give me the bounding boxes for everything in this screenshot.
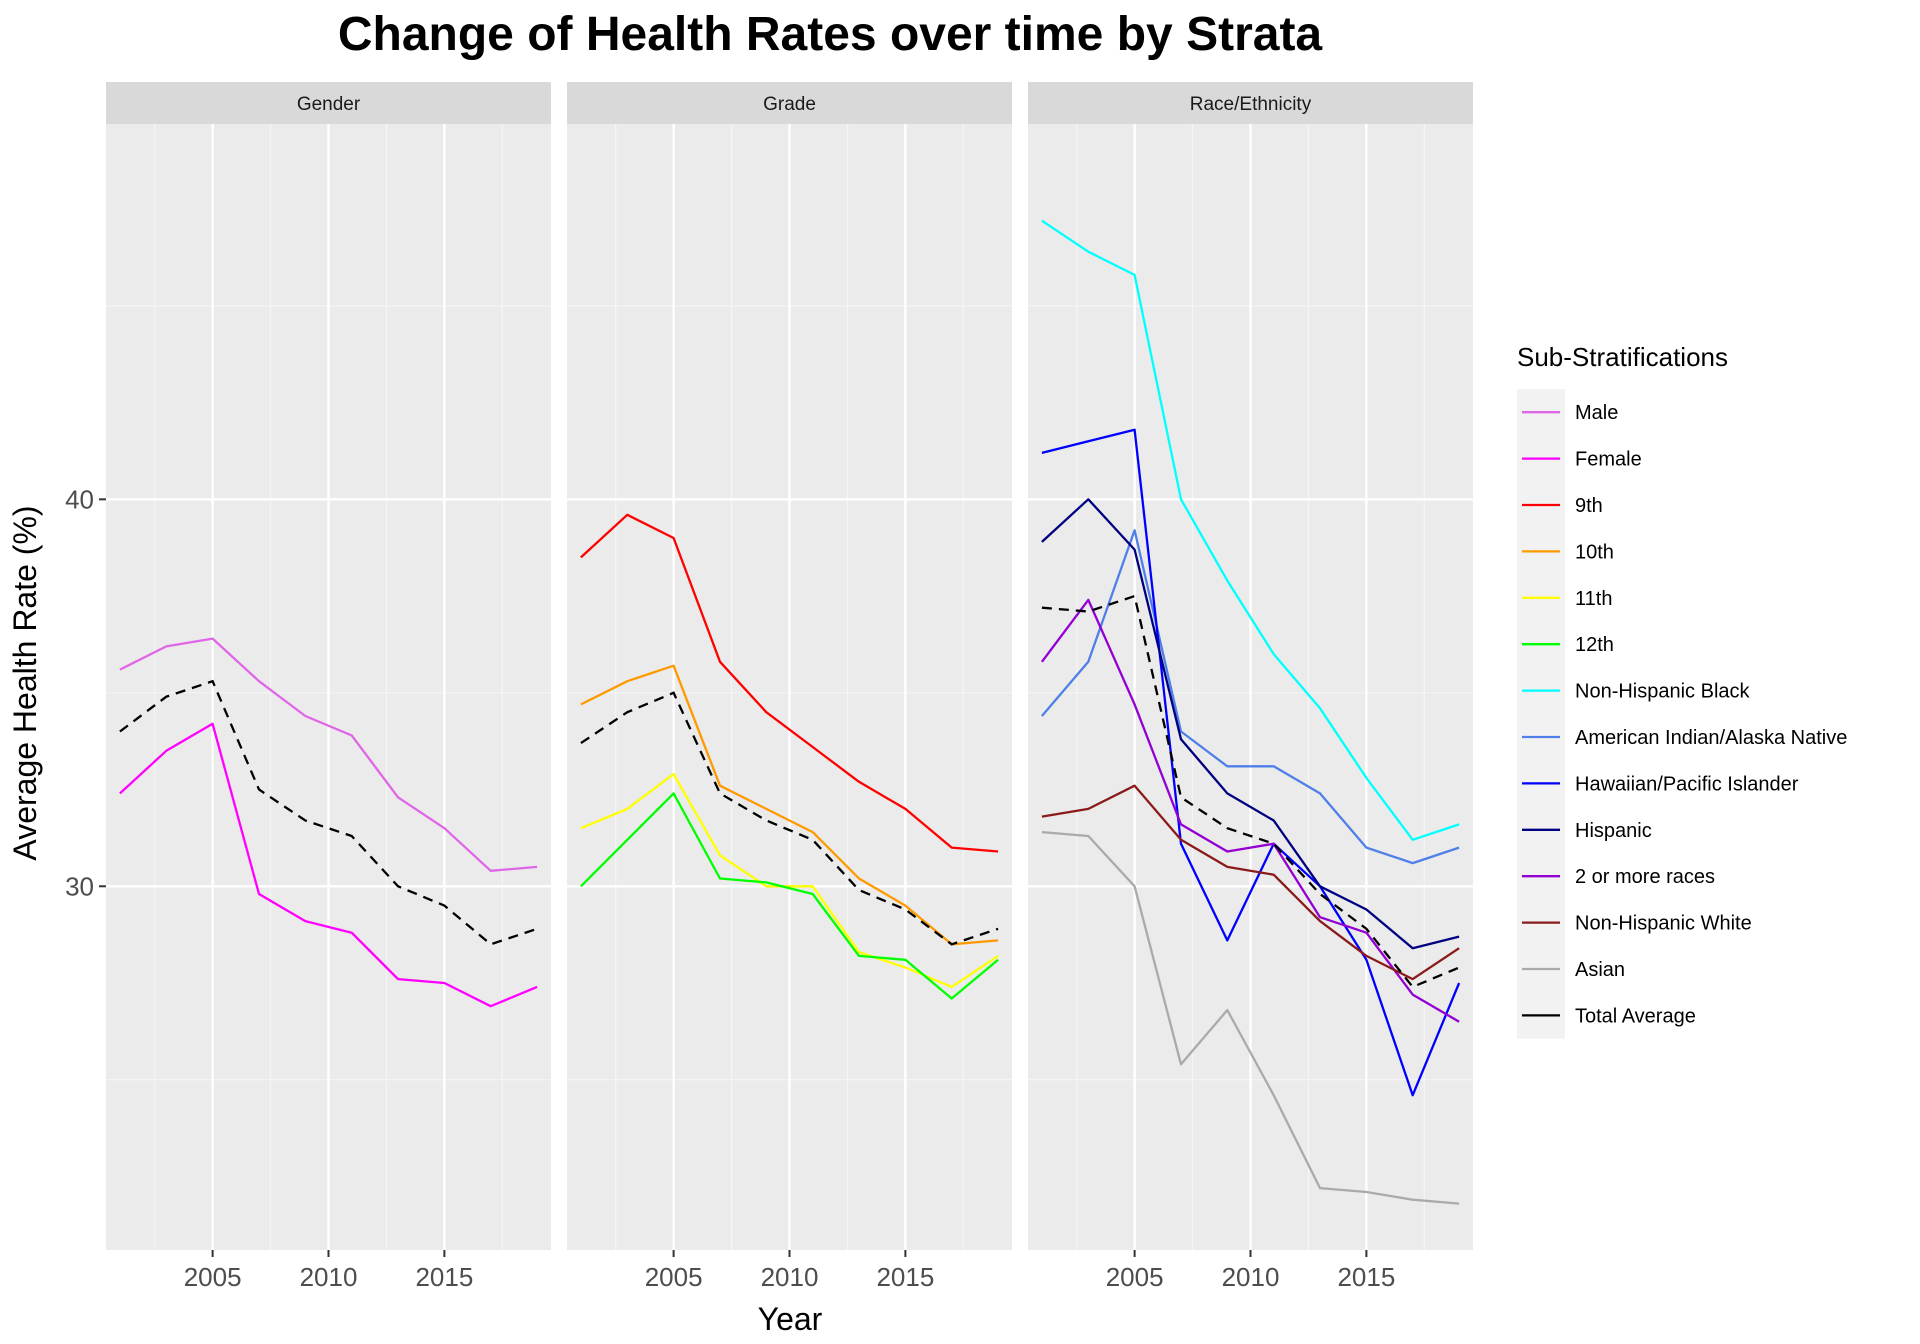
series-line-total-average	[580, 691, 999, 946]
series-line-10th	[580, 664, 999, 946]
x-tick-label: 2010	[761, 1262, 819, 1292]
legend-label: Hawaiian/Pacific Islander	[1575, 773, 1799, 795]
series-line-11th	[580, 772, 999, 989]
x-tick-label: 2005	[645, 1262, 703, 1292]
y-tick-label: 30	[65, 871, 94, 901]
panel-grade: Grade 2005 2010 2015	[567, 82, 1012, 1292]
series-line-9th	[580, 513, 999, 853]
x-axis-title: Year	[758, 1301, 823, 1337]
legend-label: 10th	[1575, 541, 1614, 563]
x-tick-label: 2015	[415, 1262, 473, 1292]
facet-strip-label: Grade	[763, 94, 816, 115]
series-line-12th	[580, 792, 999, 1000]
legend: Sub-Stratifications Male Female 9th 10th 11t…	[1517, 342, 1847, 1039]
panel-gender: Gender 2005 2010 2015	[106, 82, 551, 1292]
legend-title: Sub-Stratifications	[1517, 342, 1728, 372]
series-line-hispanic	[1041, 498, 1460, 950]
facet-strip-label: Race/Ethnicity	[1190, 94, 1312, 115]
legend-label: American Indian/Alaska Native	[1575, 727, 1847, 749]
series-line-total-average	[119, 679, 538, 946]
y-axis-title: Average Health Rate (%)	[7, 505, 43, 860]
series-line-2-or-more-races	[1040, 598, 1460, 1023]
legend-label: Non-Hispanic Black	[1575, 681, 1751, 703]
x-tick-label: 2010	[300, 1262, 358, 1292]
series-line-non-hispanic-white	[1041, 784, 1460, 981]
series-line-female	[119, 722, 538, 1008]
legend-label: Asian	[1575, 959, 1625, 981]
y-axis: 30 40	[65, 484, 106, 901]
series-line-total-average	[1041, 594, 1460, 989]
series-line-asian	[1041, 830, 1460, 1205]
facet-strip	[1028, 82, 1473, 124]
legend-label: 2 or more races	[1575, 866, 1715, 888]
legend-label: 11th	[1575, 588, 1612, 610]
y-tick-label: 40	[65, 484, 94, 514]
series-line-male	[119, 637, 538, 872]
facet-strip-label: Gender	[297, 94, 361, 115]
legend-label: Hispanic	[1575, 820, 1652, 842]
x-tick-label: 2010	[1222, 1262, 1280, 1292]
legend-label: Total Average	[1575, 1005, 1696, 1027]
facet-strip	[106, 82, 551, 124]
legend-label: 9th	[1575, 495, 1603, 517]
x-tick-label: 2015	[876, 1262, 934, 1292]
panel-race-ethnicity: Race/Ethnicity 2005 2010 2015	[1028, 82, 1473, 1292]
legend-label: 12th	[1575, 634, 1614, 656]
series-line-american-indian-alaska-native	[1041, 529, 1460, 865]
x-tick-label: 2015	[1337, 1262, 1395, 1292]
x-tick-label: 2005	[184, 1262, 242, 1292]
legend-label: Female	[1575, 449, 1642, 471]
legend-label: Non-Hispanic White	[1575, 913, 1752, 935]
series-line-non-hispanic-black	[1041, 219, 1460, 841]
facet-strip	[567, 82, 1012, 124]
chart-title: Change of Health Rates over time by Stra…	[338, 8, 1323, 61]
x-tick-label: 2005	[1106, 1262, 1164, 1292]
legend-label: Male	[1575, 402, 1618, 424]
series-line-hawaiian-pacific-islander	[1041, 428, 1461, 1097]
